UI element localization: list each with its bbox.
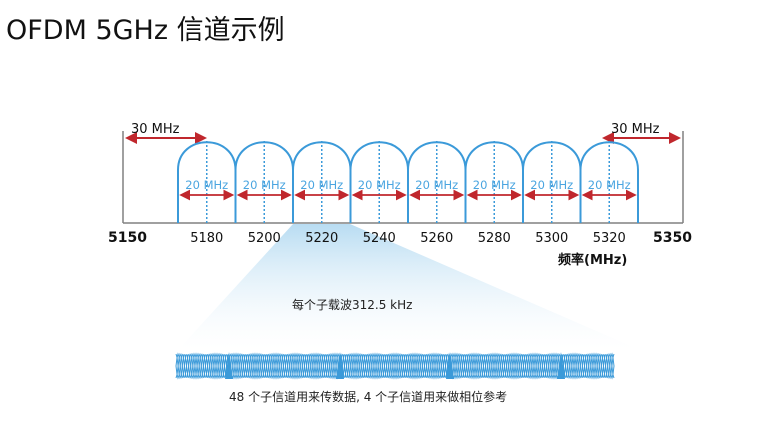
axis-unit-label: 频率(MHz) [558, 252, 627, 268]
subcarrier-wave [175, 352, 615, 380]
channel-width-label: 20 MHz [243, 178, 286, 192]
pilot-subcarrier [446, 352, 454, 379]
subcarrier-wave [175, 352, 615, 380]
guard-band-label-left: 30 MHz [131, 122, 180, 137]
channel-frequency-label: 5280 [478, 231, 511, 246]
channel-frequency-label: 5240 [363, 231, 396, 246]
page-title: OFDM 5GHz 信道示例 [6, 15, 285, 46]
channel-frequency-label: 5220 [305, 231, 338, 246]
band-edge-low-label: 5150 [108, 230, 147, 246]
pilot-subcarrier [557, 352, 565, 379]
band-edge-high-label: 5350 [653, 230, 692, 246]
channel-width-label: 20 MHz [358, 178, 401, 192]
subcarrier-waveform [175, 352, 615, 380]
subcarrier-usage-caption: 48 个子信道用来传数据, 4 个子信道用来做相位参考 [229, 389, 507, 404]
channel-frequency-label: 5260 [420, 231, 453, 246]
channel-frequency-label: 5320 [593, 231, 626, 246]
zoom-fan [178, 224, 640, 350]
subcarrier-wave [175, 352, 615, 380]
channel-group: 20 MHz 5180 20 MHz 5200 20 MHz 5220 20 MHz 5240… [177, 141, 639, 246]
channel-width-label: 20 MHz [185, 178, 228, 192]
subcarrier-spacing-caption: 每个子载波312.5 kHz [292, 297, 412, 312]
channel-frequency-label: 5180 [190, 231, 223, 246]
channel-frequency-label: 5200 [248, 231, 281, 246]
channel-width-label: 20 MHz [530, 178, 573, 192]
guard-band-label-right: 30 MHz [611, 122, 660, 137]
channel-width-label: 20 MHz [588, 178, 631, 192]
channel-width-label: 20 MHz [415, 178, 458, 192]
pilot-subcarrier [336, 352, 344, 379]
channel-width-label: 20 MHz [300, 178, 343, 192]
channel-frequency-label: 5300 [535, 231, 568, 246]
channel-width-label: 20 MHz [473, 178, 516, 192]
pilot-subcarrier [225, 352, 233, 379]
